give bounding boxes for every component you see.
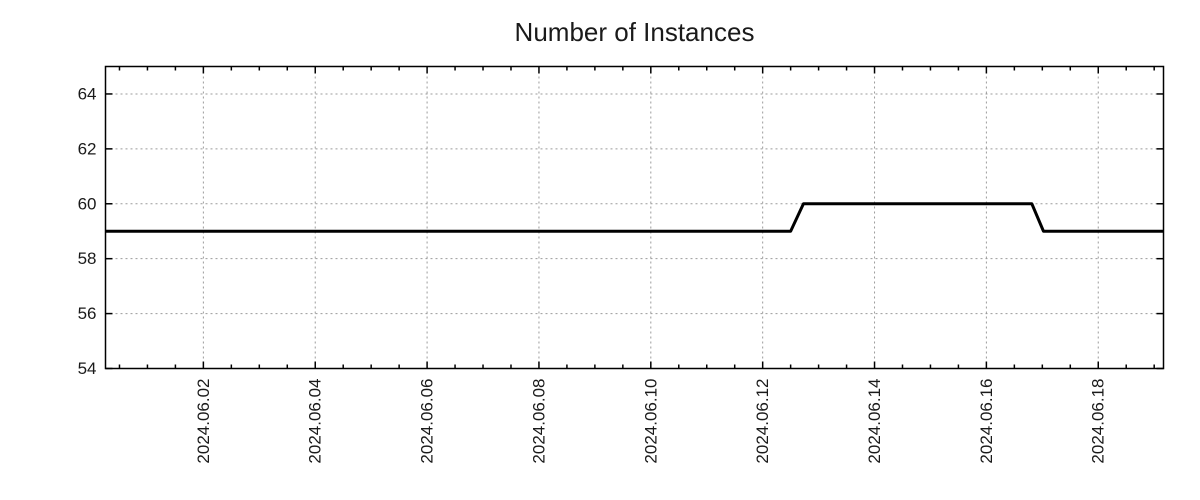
frame-layer <box>104 65 1165 370</box>
y-tick-label: 54 <box>78 359 97 378</box>
x-tick-label: 2024.06.06 <box>418 379 437 464</box>
x-tick-label: 2024.06.10 <box>641 379 660 464</box>
y-tick-label: 56 <box>78 304 97 323</box>
x-tick-label: 2024.06.14 <box>865 379 884 464</box>
y-tick-label: 62 <box>78 139 97 158</box>
grid-layer <box>105 66 1164 369</box>
x-tick-label: 2024.06.12 <box>753 379 772 464</box>
y-tick-label: 58 <box>78 249 97 268</box>
series-layer <box>105 202 1164 233</box>
chart-title: Number of Instances <box>515 17 755 47</box>
x-tick-label: 2024.06.04 <box>306 379 325 464</box>
y-tick-label: 60 <box>78 194 97 213</box>
plot-frame <box>104 65 1165 370</box>
x-tick-label: 2024.06.08 <box>529 379 548 464</box>
x-tick-label: 2024.06.18 <box>1089 379 1108 464</box>
y-tick-label: 64 <box>78 84 97 103</box>
x-tick-label: 2024.06.02 <box>194 379 213 464</box>
x-tick-label: 2024.06.16 <box>977 379 996 464</box>
label-layer: 54 56 58 60 62 64 2024.06.02 2024.06.04 2024.06.… <box>78 84 1108 463</box>
series-line-instances <box>105 202 1164 233</box>
